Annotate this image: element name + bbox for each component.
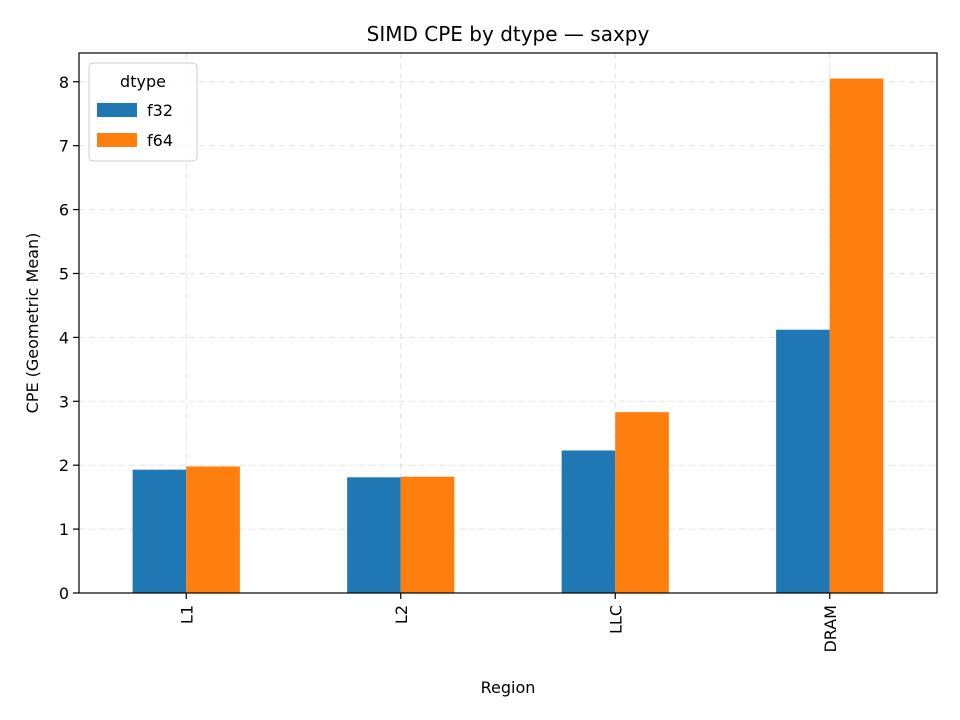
y-tick-label: 6 [59,201,69,220]
y-tick-label: 5 [59,264,69,283]
plot-frame [78,52,938,594]
bar-f32-L2 [347,477,401,593]
legend-label-f64: f64 [147,131,173,150]
y-tick-label: 8 [59,73,69,92]
bar-f64-L1 [186,466,240,593]
x-tick-label: L1 [177,605,196,624]
bars [132,78,884,593]
x-tick-label: L2 [392,605,411,624]
legend-swatch-f32 [97,103,137,117]
bar-f64-LLC [615,412,669,593]
x-axis: L1 L2 LLC DRAM [177,593,840,653]
y-tick-label: 0 [59,584,69,603]
x-tick-label: LLC [606,605,625,634]
legend-label-f32: f32 [147,101,173,120]
bar-f64-L2 [400,476,455,593]
x-axis-label: Region [481,678,536,697]
bar-f32-DRAM [776,329,830,593]
legend-title: dtype [120,72,166,91]
legend-swatch-f64 [97,133,137,147]
x-tick-label: DRAM [821,605,840,653]
y-axis: 0 1 2 3 4 5 6 7 8 [59,73,79,603]
y-tick-label: 7 [59,137,69,156]
legend: dtype f32 f64 [88,62,198,162]
y-tick-label: 2 [59,456,69,475]
y-axis-label: CPE (Geometric Mean) [23,233,42,414]
bar-f64-DRAM [829,78,884,593]
y-tick-label: 4 [59,328,69,347]
bar-f32-LLC [561,450,616,593]
bar-f32-L1 [132,469,187,593]
y-tick-label: 1 [59,520,69,539]
y-tick-label: 3 [59,392,69,411]
chart-title: SIMD CPE by dtype — saxpy [367,22,650,46]
